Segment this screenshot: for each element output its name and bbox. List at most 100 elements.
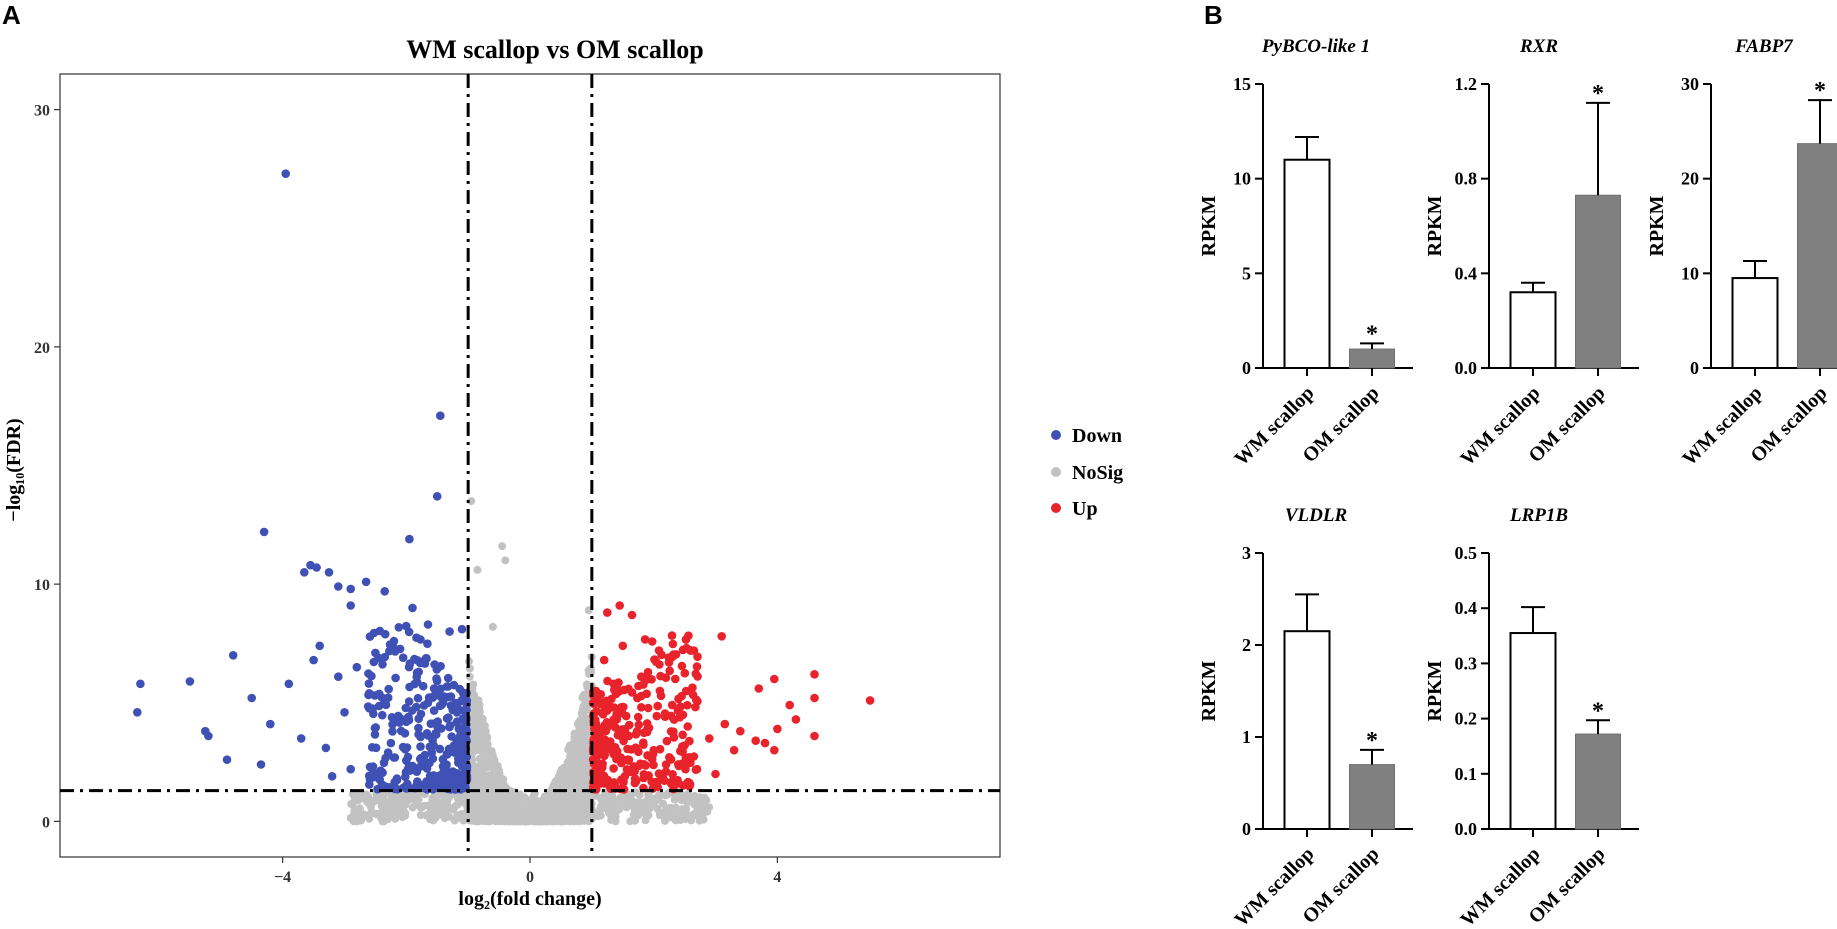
nosig-point bbox=[485, 755, 494, 764]
nosig-point bbox=[632, 798, 641, 807]
y-tick-label: 0 bbox=[1242, 819, 1251, 839]
down-point bbox=[444, 692, 454, 702]
up-point bbox=[636, 691, 646, 701]
up-point bbox=[655, 686, 665, 696]
up-point bbox=[597, 745, 606, 754]
nosig-point bbox=[483, 733, 491, 742]
up-point bbox=[647, 675, 656, 684]
up-point bbox=[633, 712, 643, 722]
nosig-point bbox=[471, 708, 480, 717]
down-point bbox=[424, 693, 434, 702]
down-point bbox=[340, 708, 349, 717]
nosig-point bbox=[644, 790, 653, 799]
down-point bbox=[394, 623, 404, 632]
up-point bbox=[634, 747, 643, 757]
y-tick-label: 15 bbox=[1233, 74, 1251, 94]
up-point bbox=[760, 738, 770, 748]
down-point bbox=[380, 587, 390, 596]
up-point bbox=[770, 674, 779, 684]
down-point bbox=[443, 768, 453, 777]
down-point bbox=[312, 563, 321, 572]
nosig-point bbox=[580, 816, 589, 825]
nosig-point bbox=[500, 817, 509, 826]
nosig-point bbox=[641, 816, 650, 825]
nosig-point bbox=[569, 762, 578, 771]
nosig-point bbox=[471, 735, 480, 744]
nosig-point bbox=[623, 801, 632, 809]
nosig-point bbox=[517, 815, 526, 824]
nosig-point bbox=[404, 792, 413, 801]
y-axis-label: RPKM bbox=[1424, 660, 1446, 721]
nosig-point bbox=[661, 791, 670, 800]
y-tick-label: 0 bbox=[42, 814, 50, 831]
down-point bbox=[423, 620, 433, 629]
up-point bbox=[652, 711, 662, 721]
up-point bbox=[631, 730, 641, 739]
up-point bbox=[649, 745, 658, 755]
up-point bbox=[627, 688, 637, 697]
up-point bbox=[612, 710, 621, 719]
up-point bbox=[637, 672, 646, 681]
down-point bbox=[448, 705, 458, 715]
up-point bbox=[684, 778, 694, 788]
down-point bbox=[378, 710, 387, 720]
nosig-point bbox=[566, 817, 575, 826]
down-point bbox=[449, 741, 459, 750]
up-point bbox=[643, 703, 653, 713]
up-point bbox=[751, 736, 760, 745]
up-point bbox=[599, 655, 609, 665]
nosig-point bbox=[429, 793, 438, 802]
y-tick-label: 1 bbox=[1242, 727, 1251, 747]
nosig-point bbox=[401, 811, 409, 820]
up-point bbox=[692, 662, 702, 671]
down-point bbox=[392, 775, 402, 785]
down-point bbox=[401, 745, 410, 754]
bar-wm bbox=[1509, 291, 1557, 369]
up-point bbox=[644, 771, 653, 780]
legend: Down NoSig Up bbox=[1051, 425, 1123, 520]
up-point bbox=[593, 693, 603, 703]
up-point bbox=[684, 631, 693, 640]
nosig-point bbox=[685, 813, 694, 822]
nosig-point bbox=[584, 666, 593, 675]
down-point bbox=[428, 776, 438, 786]
up-point bbox=[683, 700, 692, 710]
nosig-point bbox=[478, 714, 487, 723]
nosig-point bbox=[579, 791, 588, 800]
down-point bbox=[315, 641, 325, 651]
bar-om bbox=[1575, 194, 1621, 369]
down-point bbox=[396, 726, 406, 736]
down-point bbox=[428, 754, 438, 763]
legend-down-marker bbox=[1051, 430, 1061, 440]
nosig-point bbox=[698, 799, 707, 808]
y-axis-label: RPKM bbox=[1198, 660, 1220, 721]
up-point bbox=[637, 703, 646, 712]
nosig-point bbox=[488, 622, 497, 631]
down-point bbox=[425, 742, 435, 752]
down-point bbox=[334, 582, 343, 591]
up-point bbox=[711, 769, 720, 779]
down-point bbox=[256, 760, 266, 769]
nosig-point bbox=[571, 745, 580, 754]
down-point bbox=[445, 721, 455, 730]
down-point bbox=[408, 603, 417, 613]
down-point bbox=[436, 411, 445, 421]
nosig-point bbox=[573, 720, 582, 728]
nosig-point bbox=[703, 807, 712, 816]
significance-marker: * bbox=[1366, 728, 1378, 754]
nosig-point bbox=[473, 565, 482, 574]
bar-wm bbox=[1283, 158, 1331, 369]
nosig-point bbox=[469, 806, 478, 815]
nosig-point bbox=[525, 815, 534, 824]
nosig-point bbox=[474, 746, 483, 754]
bar-om bbox=[1797, 143, 1837, 369]
nosig-point bbox=[510, 798, 519, 807]
up-point bbox=[643, 667, 653, 677]
x-tick-label: −4 bbox=[274, 869, 291, 886]
nosig-point bbox=[408, 803, 417, 812]
significance-marker: * bbox=[1592, 81, 1604, 107]
up-point bbox=[619, 685, 629, 695]
down-point bbox=[459, 692, 469, 701]
down-point bbox=[442, 760, 451, 769]
up-point bbox=[729, 745, 739, 755]
